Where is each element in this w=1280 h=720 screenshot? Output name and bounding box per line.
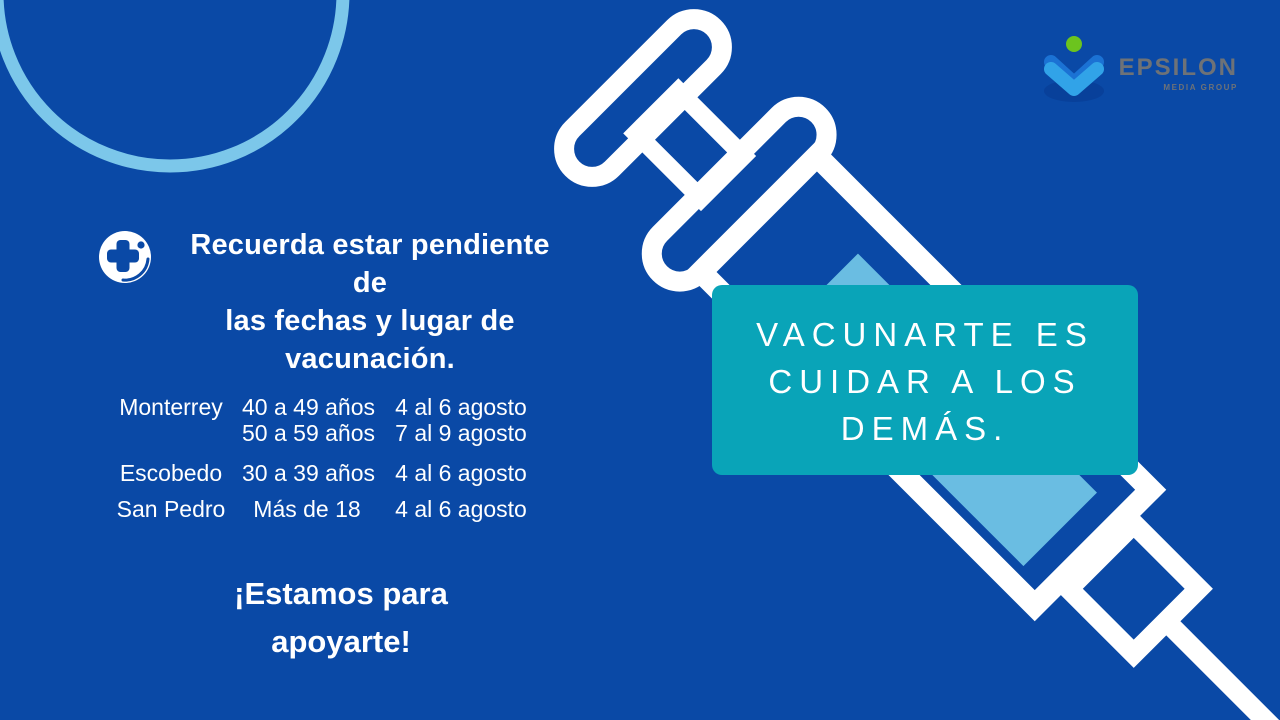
banner-line: CUIDAR A LOS [768,362,1082,400]
syringe-needle [1155,610,1280,720]
city-cell: Monterrey [119,394,223,420]
reminder-line: vacunación. [285,343,455,375]
logo-dot [1065,36,1082,52]
city-cell [100,420,242,446]
support-line: apoyarte! [271,624,411,659]
logo-wing-light [1043,62,1104,96]
reminder-line: Recuerda estar pendiente de [190,229,550,299]
city-cell: San Pedro [116,496,226,522]
vaccination-schedule-table: Monterrey 40 a 49 años 4 al 6 agosto 50 … [100,394,550,522]
syringe-plunger-shaft [623,78,757,212]
date-cell: 4 al 6 agosto [395,460,527,486]
reminder-section: Recuerda estar pendiente de las fechas y… [96,226,570,378]
date-cell: 4 al 6 agosto [395,496,527,522]
table-row: 50 a 59 años 7 al 9 agosto [100,420,550,446]
syringe-handle [554,9,732,187]
city-cell: Escobedo [119,460,223,486]
support-line: ¡Estamos para [234,576,448,611]
support-message: ¡Estamos para apoyarte! [190,570,492,666]
table-row: Escobedo 30 a 39 años 4 al 6 agosto [100,460,550,486]
age-range-cell: 40 a 49 años [242,394,376,420]
banner-line: DEMÁS. [840,409,1010,447]
table-row: Monterrey 40 a 49 años 4 al 6 agosto [100,394,550,420]
vaccination-banner: VACUNARTE ES CUIDAR A LOS DEMÁS. [712,285,1138,475]
reminder-heading: Recuerda estar pendiente de las fechas y… [170,226,570,378]
epsilon-logo-icon [1043,36,1104,102]
date-cell: 7 al 9 agosto [395,420,527,446]
logo-text: EPSILON MEDIA GROUP [1118,54,1238,93]
age-range-cell: 30 a 39 años [242,460,376,486]
age-range-cell: Más de 18 [253,496,361,522]
epsilon-logo: EPSILON MEDIA GROUP [1043,30,1238,108]
circle-ring-decoration [0,0,350,173]
reminder-line: las fechas y lugar de [225,305,515,337]
age-range-cell: 50 a 59 años [242,420,376,446]
logo-name: EPSILON [1118,54,1238,81]
date-cell: 4 al 6 agosto [395,394,527,420]
banner-line: VACUNARTE ES [756,315,1094,353]
table-row: San Pedro Más de 18 4 al 6 agosto [100,496,550,522]
medical-cross-icon [99,231,151,283]
logo-subtitle: MEDIA GROUP [1163,83,1238,92]
